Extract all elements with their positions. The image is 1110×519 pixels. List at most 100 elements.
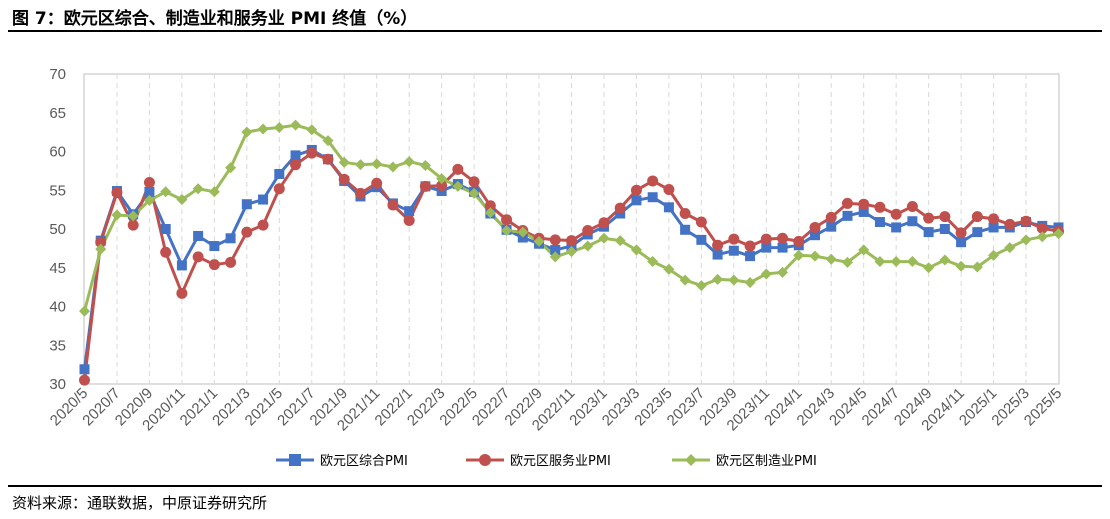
source-note: 资料来源：通联数据，中原证券研究所 [12,494,268,512]
data-point [647,192,658,203]
data-point [744,240,756,252]
data-point [143,194,155,206]
data-point [809,221,821,233]
data-point [419,159,431,171]
data-point [598,232,610,244]
data-point [874,256,886,268]
data-point [923,262,935,274]
data-point [208,186,220,198]
data-point [143,177,155,188]
data-point [663,202,674,213]
data-point [955,260,967,272]
data-point [338,156,350,168]
y-tick-label: 55 [49,182,66,199]
data-point [160,246,172,258]
data-point [971,211,983,223]
data-point [354,187,366,199]
data-point [956,237,967,248]
x-axis: 2020/52020/72020/92020/112021/12021/3202… [47,385,1065,435]
data-point [891,222,902,233]
legend-label: 欧元区综合PMI [320,454,408,469]
data-point [160,186,172,198]
data-point [614,202,626,214]
legend-marker [479,454,491,466]
data-point [273,121,285,133]
data-point [939,254,951,266]
data-point [403,156,415,168]
data-point [695,216,707,228]
data-point [387,161,399,173]
data-point [419,180,431,192]
data-point [501,225,513,237]
title-underline [8,30,1102,32]
data-point [290,150,301,161]
data-point [825,211,837,223]
data-point [712,239,724,251]
data-point [631,195,642,206]
data-point [241,126,253,138]
data-point [630,184,642,196]
data-point [939,224,950,234]
data-point [906,201,918,213]
data-point [274,168,285,179]
data-point [826,221,837,232]
y-tick-label: 45 [49,260,66,277]
data-point [436,180,448,192]
y-tick-label: 60 [49,144,66,161]
data-point [566,245,577,257]
data-point [1036,222,1048,234]
data-point [566,235,577,247]
data-point [257,123,269,135]
data-point [842,210,853,221]
data-point [906,256,918,268]
data-point [1036,231,1048,243]
data-point [533,235,545,247]
data-point [144,186,155,197]
data-point [972,227,983,238]
data-point [1004,218,1016,230]
data-point [403,214,415,226]
data-point [354,159,366,171]
data-point [371,177,383,189]
data-point [923,227,934,238]
data-point [695,280,707,292]
data-point [79,364,90,375]
data-point [890,256,902,268]
data-point [95,243,107,255]
data-point [127,219,139,231]
data-point [225,256,237,268]
data-point [306,147,318,159]
data-point [760,233,772,245]
y-tick-label: 50 [49,221,66,238]
data-point [858,198,870,210]
data-point [679,208,691,219]
data-point [696,234,707,245]
data-point [630,244,642,256]
data-point [971,261,983,273]
data-point [858,206,869,217]
data-point [777,266,789,278]
data-point [241,199,252,210]
data-point [468,176,480,188]
data-point [338,173,350,185]
data-point [452,180,464,192]
data-point [322,153,334,165]
data-point [810,230,820,241]
data-point [777,232,789,244]
data-point [712,249,723,260]
data-point [841,197,853,209]
data-point [208,259,220,271]
data-point [988,222,999,233]
y-tick-label: 35 [49,337,66,354]
data-point [728,274,740,286]
data-point [647,256,659,268]
data-point [598,217,610,229]
data-point [825,253,837,265]
data-point [306,124,318,136]
data-point [501,214,513,226]
data-point [241,226,253,238]
data-point [192,251,204,263]
data-point [760,268,772,280]
data-point [728,245,739,256]
data-point [484,207,496,219]
